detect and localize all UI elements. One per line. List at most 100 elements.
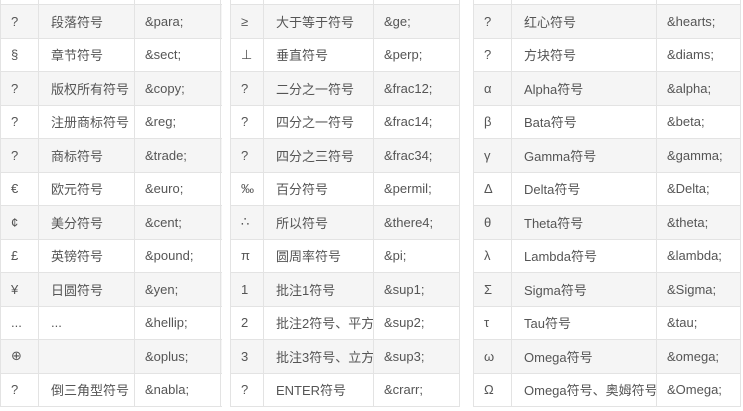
table-row: Ω Omega符号、奥姆符号 &Omega;: [474, 372, 741, 406]
entity-code-cell: &sup3;: [374, 340, 460, 373]
symbol-cell: ω: [474, 340, 512, 373]
entity-table-right: ? 红心符号 &hearts;? 方块符号 &diams; α Alpha符号 &alpha;…: [473, 0, 741, 407]
table-row: ...... &hellip;: [1, 305, 222, 339]
table-row: ≥ 大于等于符号 &ge;: [231, 4, 460, 38]
cutoff-row: [231, 0, 460, 4]
table-row: ? 二分之一符号 &frac12;: [231, 71, 460, 105]
table-row: Δ Delta符号 &Delta;: [474, 171, 741, 205]
table-row: ? 倒三角型符号 &nabla;: [1, 372, 222, 406]
description-cell: Sigma符号: [512, 273, 657, 306]
description-cell: 段落符号: [39, 5, 135, 38]
symbol-cell: ∴: [231, 206, 264, 239]
description-cell: 批注3符号、立方: [264, 340, 374, 373]
entity-code-cell: &cent;: [135, 206, 221, 239]
description-cell: Theta符号: [512, 206, 657, 239]
entity-code-cell: &pi;: [374, 239, 460, 272]
table-row: § 章节符号 &sect;: [1, 37, 222, 71]
symbol-cell: τ: [474, 306, 512, 339]
symbol-cell: π: [231, 239, 264, 272]
entity-code-cell: &Sigma;: [657, 273, 741, 306]
description-cell: 倒三角型符号: [39, 373, 135, 406]
symbol-cell: Σ: [474, 273, 512, 306]
description-cell: Omega符号: [512, 340, 657, 373]
table-row: € 欧元符号 &euro;: [1, 171, 222, 205]
table-row: θ Theta符号 &theta;: [474, 205, 741, 239]
symbol-cell: ?: [1, 72, 39, 105]
symbol-cell: ...: [1, 306, 39, 339]
description-cell: Alpha符号: [512, 72, 657, 105]
table-row: ? 红心符号 &hearts;: [474, 4, 741, 38]
table-row: ¥ 日圆符号 &yen;: [1, 272, 222, 306]
entity-code-cell: [135, 0, 221, 4]
table-row: π 圆周率符号 &pi;: [231, 238, 460, 272]
entity-code-cell: &lambda;: [657, 239, 741, 272]
description-cell: 红心符号: [512, 5, 657, 38]
entity-code-cell: &crarr;: [374, 373, 460, 406]
table-row: ? 注册商标符号 &reg;: [1, 104, 222, 138]
description-cell: ...: [39, 306, 135, 339]
entity-code-cell: &oplus;: [135, 340, 221, 373]
symbol-cell: 1: [231, 273, 264, 306]
description-cell: 欧元符号: [39, 172, 135, 205]
description-cell: [39, 0, 135, 4]
table-row: ⊕ &oplus;: [1, 339, 222, 373]
description-cell: Delta符号: [512, 172, 657, 205]
description-cell: 所以符号: [264, 206, 374, 239]
table-row: ? 四分之一符号 &frac14;: [231, 104, 460, 138]
description-cell: 批注1符号: [264, 273, 374, 306]
entity-table-middle: ≥ 大于等于符号 &ge; ⊥ 垂直符号 &perp;? 二分之一符号 &frac12;? 四分…: [230, 0, 460, 407]
table-row: Σ Sigma符号 &Sigma;: [474, 272, 741, 306]
entity-code-cell: &alpha;: [657, 72, 741, 105]
table-row: ? ENTER符号 &crarr;: [231, 372, 460, 406]
symbol-cell: €: [1, 172, 39, 205]
entity-code-cell: &perp;: [374, 38, 460, 71]
symbol-cell: Δ: [474, 172, 512, 205]
description-cell: [512, 0, 657, 4]
description-cell: 商标符号: [39, 139, 135, 172]
symbol-cell: Ω: [474, 373, 512, 406]
entity-code-cell: &Omega;: [657, 373, 741, 406]
entity-code-cell: &theta;: [657, 206, 741, 239]
symbol-cell: ?: [231, 72, 264, 105]
symbol-cell: [231, 0, 264, 4]
entity-code-cell: &hellip;: [135, 306, 221, 339]
symbol-cell: £: [1, 239, 39, 272]
table-row: ? 四分之三符号 &frac34;: [231, 138, 460, 172]
table-row: ? 版权所有符号 &copy;: [1, 71, 222, 105]
table-row: ω Omega符号 &omega;: [474, 339, 741, 373]
symbol-cell: α: [474, 72, 512, 105]
entity-code-cell: &frac34;: [374, 139, 460, 172]
entity-table-left: ? 段落符号 &para; § 章节符号 &sect;? 版权所有符号 &copy;? 注册商标…: [0, 0, 222, 407]
entity-code-cell: &para;: [135, 5, 221, 38]
table-row: γ Gamma符号 &gamma;: [474, 138, 741, 172]
entity-code-cell: &permil;: [374, 172, 460, 205]
symbol-cell: 3: [231, 340, 264, 373]
symbol-cell: ?: [1, 5, 39, 38]
entity-code-cell: &tau;: [657, 306, 741, 339]
table-row: 2 批注2符号、平方 &sup2;: [231, 305, 460, 339]
entity-code-cell: &sect;: [135, 38, 221, 71]
symbol-cell: θ: [474, 206, 512, 239]
entity-code-cell: &nabla;: [135, 373, 221, 406]
description-cell: 英镑符号: [39, 239, 135, 272]
entity-code-cell: &yen;: [135, 273, 221, 306]
symbol-cell: §: [1, 38, 39, 71]
entity-code-cell: &hearts;: [657, 5, 741, 38]
description-cell: 版权所有符号: [39, 72, 135, 105]
cutoff-row: [474, 0, 741, 4]
description-cell: [264, 0, 374, 4]
symbol-cell: ?: [474, 5, 512, 38]
entity-code-cell: &copy;: [135, 72, 221, 105]
table-row: ? 商标符号 &trade;: [1, 138, 222, 172]
symbol-cell: ≥: [231, 5, 264, 38]
entity-code-cell: &sup2;: [374, 306, 460, 339]
description-cell: 圆周率符号: [264, 239, 374, 272]
entity-code-cell: &sup1;: [374, 273, 460, 306]
symbol-cell: ⊕: [1, 340, 39, 373]
table-row: λ Lambda符号 &lambda;: [474, 238, 741, 272]
symbol-cell: ¥: [1, 273, 39, 306]
entity-code-cell: &reg;: [135, 105, 221, 138]
symbol-cell: λ: [474, 239, 512, 272]
entity-code-cell: &Delta;: [657, 172, 741, 205]
entity-code-cell: &diams;: [657, 38, 741, 71]
